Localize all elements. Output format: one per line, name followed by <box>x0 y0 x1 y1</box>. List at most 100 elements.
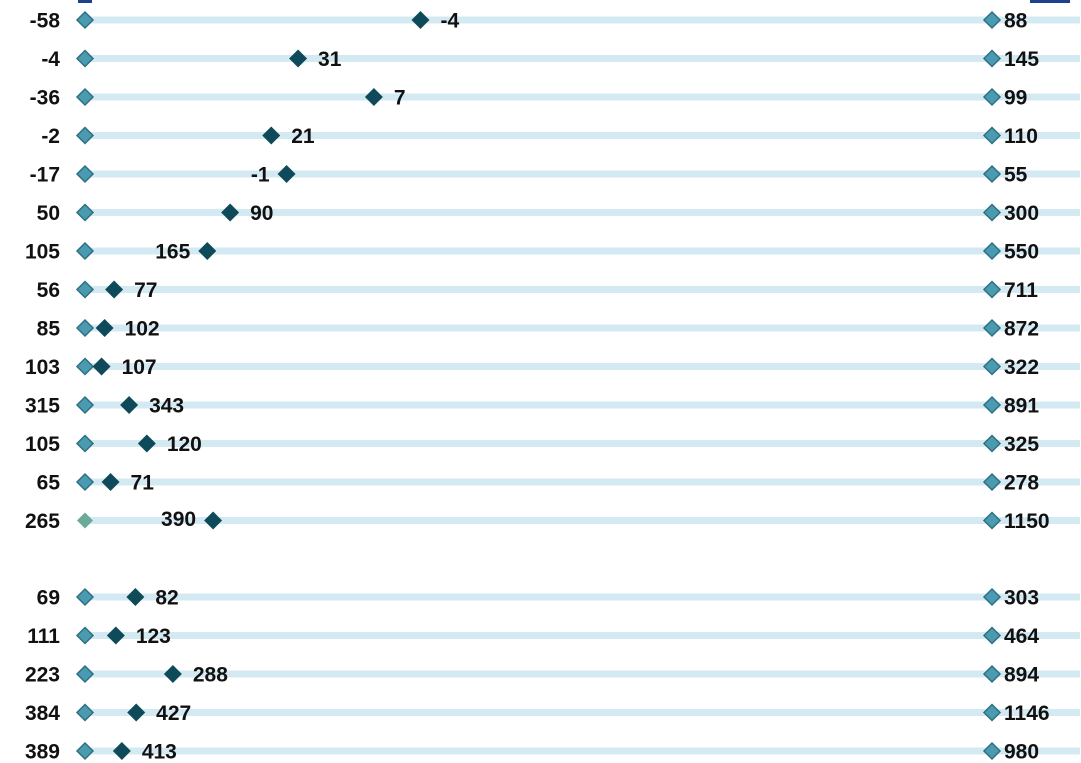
value-marker <box>101 473 120 491</box>
end-value-label: 145 <box>1004 48 1039 71</box>
value-marker <box>277 165 296 183</box>
start-value-label: 69 <box>37 587 60 610</box>
start-value-label: 265 <box>25 510 60 533</box>
end-marker <box>982 203 1002 222</box>
end-marker <box>982 49 1002 68</box>
start-value-label: 223 <box>25 664 60 687</box>
start-value-label: -58 <box>30 10 61 33</box>
start-value-label: 111 <box>27 625 60 648</box>
start-value-label: -4 <box>41 48 60 71</box>
start-value-label: -17 <box>30 164 60 187</box>
value-marker <box>112 742 131 760</box>
end-value-label: 464 <box>1004 625 1039 648</box>
start-marker <box>75 87 95 107</box>
value-marker <box>127 703 146 722</box>
start-value-label: 65 <box>37 472 61 495</box>
start-marker <box>75 241 95 261</box>
end-marker <box>982 472 1002 492</box>
end-value-label: 980 <box>1004 741 1039 763</box>
value-label: 413 <box>142 741 177 763</box>
value-label: 82 <box>155 587 178 610</box>
end-value-label: 303 <box>1004 587 1039 610</box>
header-right-fragment <box>1030 0 1070 3</box>
chart-row: -36 99 7 <box>30 87 1080 110</box>
end-value-label: 55 <box>1004 164 1028 187</box>
header-left-fragment <box>78 0 92 3</box>
value-label: 343 <box>149 395 184 418</box>
value-label: 120 <box>167 433 202 456</box>
value-label: -1 <box>251 164 270 187</box>
start-marker <box>75 280 95 299</box>
end-marker <box>982 241 1002 261</box>
end-value-label: 99 <box>1004 87 1027 110</box>
value-marker <box>163 665 182 683</box>
value-marker <box>411 11 430 29</box>
start-value-label: 384 <box>25 702 60 725</box>
chart-row: 69 303 82 <box>37 587 1080 610</box>
value-label: 288 <box>193 664 228 687</box>
value-marker <box>204 511 223 530</box>
value-marker <box>221 203 240 222</box>
value-label: 165 <box>155 241 190 264</box>
end-marker <box>982 126 1002 145</box>
end-value-label: 300 <box>1004 202 1039 225</box>
start-marker <box>75 472 95 492</box>
end-marker <box>982 164 1002 184</box>
chart-row: 105 550 165 <box>25 241 1080 264</box>
end-marker <box>982 280 1002 299</box>
start-value-label: 315 <box>25 395 60 418</box>
end-marker <box>982 10 1002 30</box>
value-label: 31 <box>318 48 342 71</box>
end-value-label: 278 <box>1004 472 1039 495</box>
chart-row: 384 1146 427 <box>25 702 1080 725</box>
start-marker <box>75 395 95 415</box>
start-value-label: 389 <box>25 741 60 763</box>
end-marker <box>982 741 1002 761</box>
chart-row: 111 464 123 <box>27 625 1080 648</box>
end-value-label: 325 <box>1004 433 1039 456</box>
start-marker <box>75 664 95 684</box>
chart-row: 223 894 288 <box>25 664 1080 687</box>
start-marker <box>75 357 95 376</box>
value-marker <box>92 357 111 376</box>
chart-row: -2 110 21 <box>41 125 1080 148</box>
end-marker <box>982 87 1002 107</box>
value-marker <box>106 626 125 645</box>
end-value-label: 322 <box>1004 356 1039 379</box>
end-marker <box>982 318 1002 338</box>
value-marker <box>105 280 124 299</box>
start-marker <box>75 49 95 68</box>
start-marker <box>75 626 95 645</box>
start-marker <box>75 126 95 145</box>
end-marker <box>982 511 1002 530</box>
start-marker <box>75 741 95 761</box>
start-value-label: 105 <box>25 241 60 264</box>
chart-row: 103 322 107 <box>25 356 1080 379</box>
value-label: 123 <box>136 625 171 648</box>
chart-row: -17 55 -1 <box>30 164 1080 187</box>
rows-layer: -58 88 -4 -4 145 31 -36 99 7 -2 110 21 -17 55 -1 50 300 9… <box>25 10 1080 763</box>
value-marker <box>95 319 114 337</box>
value-label: 90 <box>250 202 273 225</box>
chart-row: -4 145 31 <box>41 48 1080 71</box>
header-fragments <box>78 0 1070 3</box>
value-marker <box>120 396 139 414</box>
chart-row: 315 891 343 <box>25 395 1080 418</box>
start-value-label: -2 <box>41 125 60 148</box>
chart-row: 65 278 71 <box>37 472 1080 495</box>
chart-row: -58 88 -4 <box>30 10 1080 33</box>
end-marker <box>982 587 1002 607</box>
start-marker <box>75 318 95 338</box>
chart-row: 56 711 77 <box>37 279 1080 302</box>
value-marker <box>364 88 383 106</box>
end-marker <box>982 434 1002 453</box>
value-marker <box>137 434 156 453</box>
end-marker <box>982 626 1002 645</box>
start-marker <box>75 587 95 607</box>
value-label: -4 <box>440 10 459 33</box>
end-marker <box>982 357 1002 376</box>
value-marker <box>126 588 145 606</box>
start-marker <box>75 434 95 453</box>
start-value-label: -36 <box>30 87 60 110</box>
